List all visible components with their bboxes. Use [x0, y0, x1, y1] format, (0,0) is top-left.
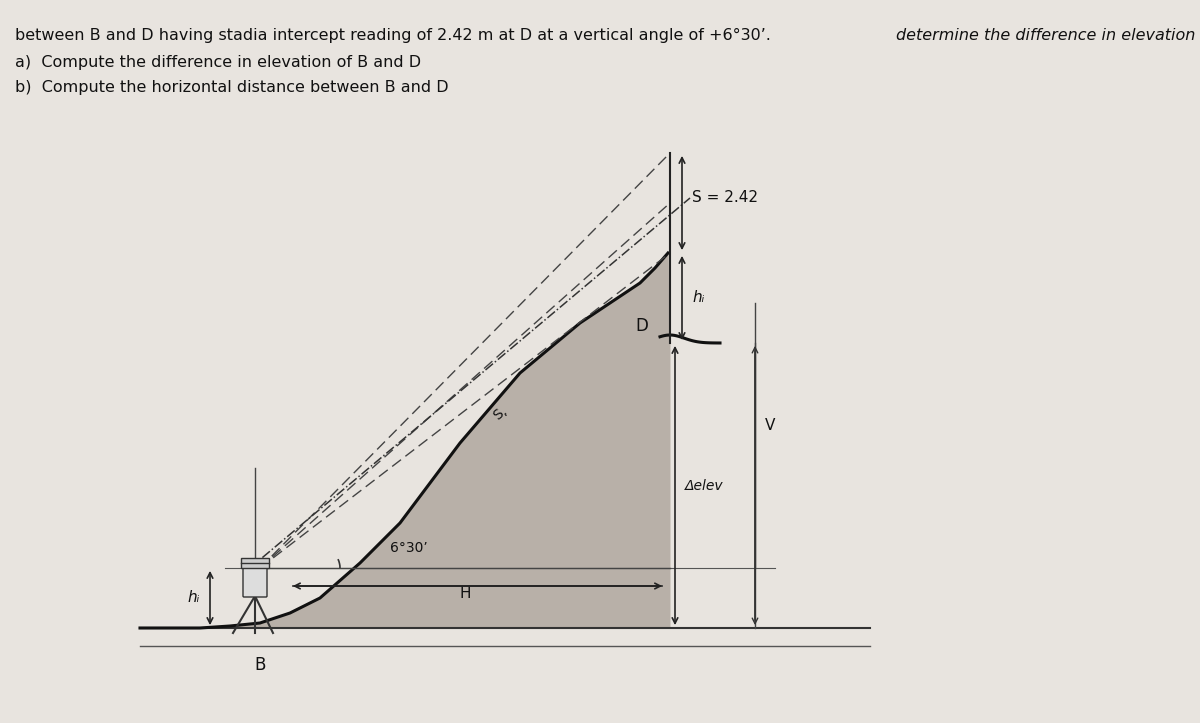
- Polygon shape: [140, 253, 670, 628]
- Bar: [241, 558, 269, 568]
- Text: between B and D having stadia intercept reading of 2.42 m at D at a vertical ang: between B and D having stadia intercept …: [14, 28, 770, 43]
- Polygon shape: [140, 253, 670, 628]
- Text: S = 2.42: S = 2.42: [692, 190, 758, 205]
- Text: S,: S,: [490, 403, 509, 422]
- Text: hᵢ: hᵢ: [187, 591, 200, 605]
- Text: a)  Compute the difference in elevation of B and D: a) Compute the difference in elevation o…: [14, 55, 421, 70]
- Text: determine the difference in elevation: determine the difference in elevation: [895, 28, 1195, 43]
- Text: H: H: [460, 586, 470, 601]
- Text: Δelev: Δelev: [685, 479, 724, 492]
- Text: D: D: [635, 317, 648, 335]
- Text: B: B: [254, 656, 265, 674]
- Text: 6°30’: 6°30’: [390, 541, 427, 555]
- Text: b)  Compute the horizontal distance between B and D: b) Compute the horizontal distance betwe…: [14, 80, 449, 95]
- Text: V: V: [766, 418, 775, 433]
- Text: hᵢ: hᵢ: [692, 291, 704, 306]
- FancyBboxPatch shape: [242, 567, 266, 597]
